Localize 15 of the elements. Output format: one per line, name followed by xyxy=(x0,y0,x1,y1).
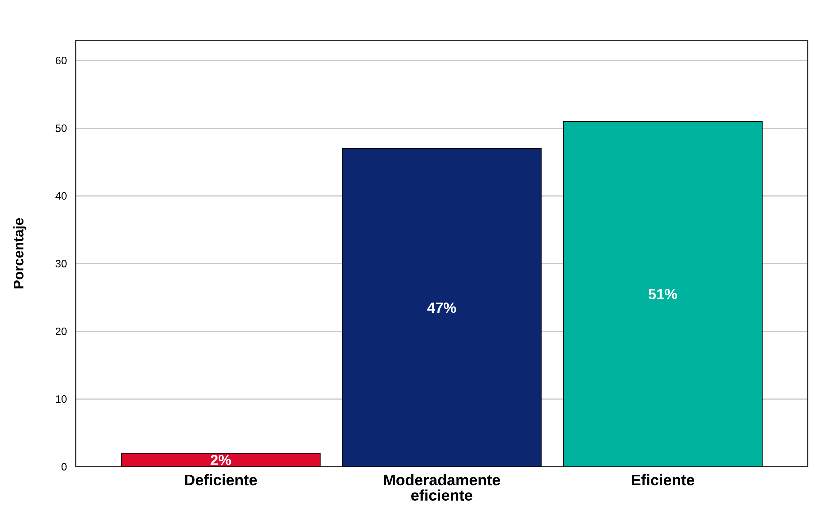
y-tick-label: 40 xyxy=(56,192,67,200)
data-label: 2% xyxy=(210,455,232,466)
x-tick-label: Eficiente xyxy=(632,474,694,486)
y-tick-label: 50 xyxy=(56,124,67,132)
y-tick-label: 0 xyxy=(62,463,67,471)
y-tick-label: 10 xyxy=(56,396,67,404)
bar xyxy=(121,453,321,467)
data-label: 47% xyxy=(428,302,456,314)
data-label: 51% xyxy=(648,289,678,300)
y-tick-label: 20 xyxy=(56,328,67,336)
x-tick-label: Moderadamente eficiente xyxy=(384,474,500,501)
y-axis-title: Porcentaje xyxy=(13,218,27,289)
y-tick-label: 60 xyxy=(56,57,67,65)
y-tick-label: 30 xyxy=(56,260,67,268)
x-tick-label: Deficiente xyxy=(185,474,258,486)
